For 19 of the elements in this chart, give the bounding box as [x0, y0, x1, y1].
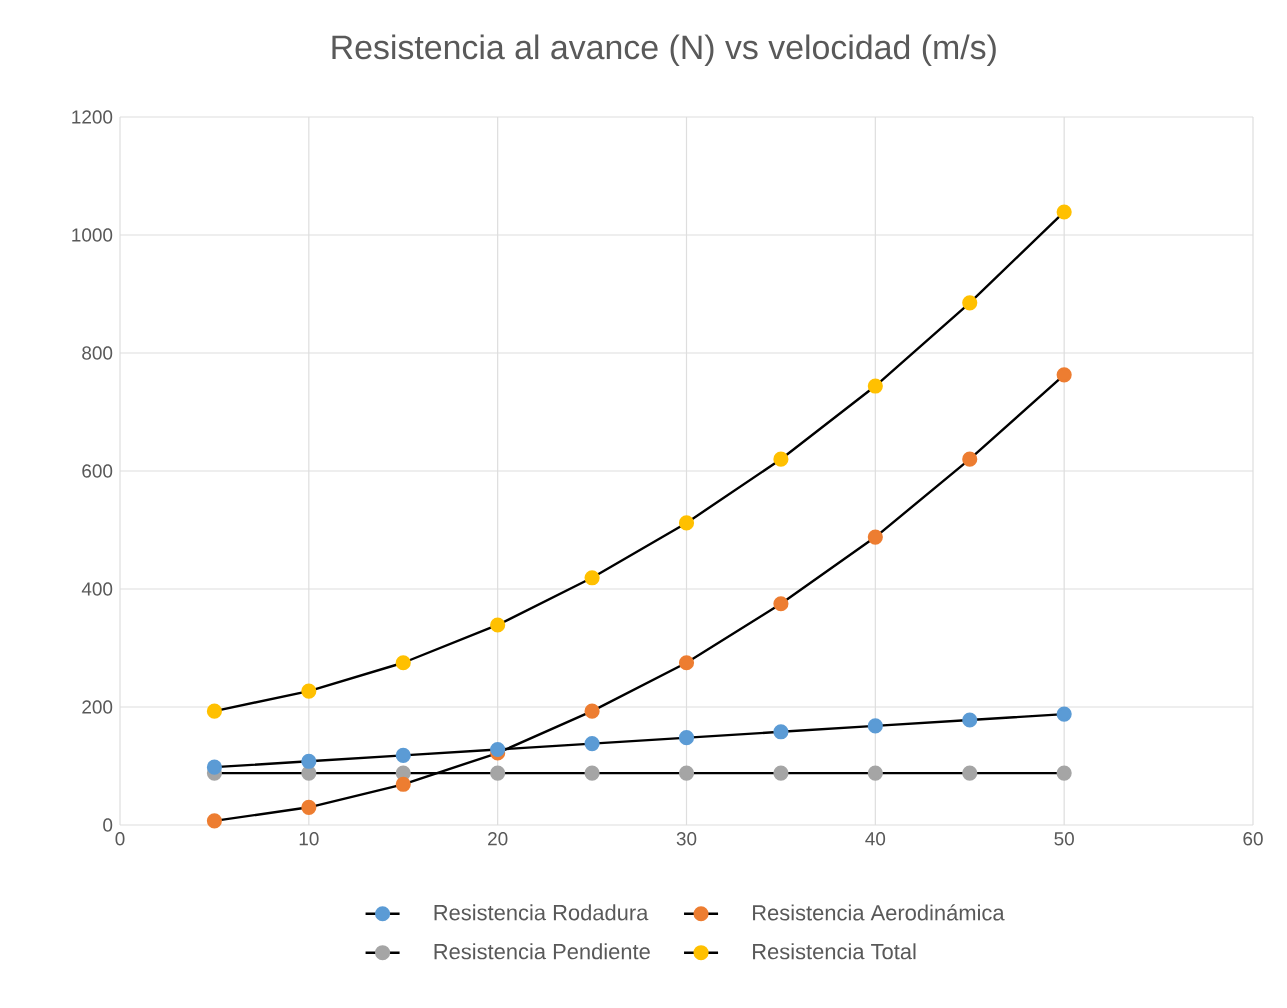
y-tick-label: 1000 — [72, 228, 113, 242]
legend-label: Resistencia Rodadura — [434, 904, 649, 921]
chart-title: Resistencia al avance (N) vs velocidad (m/s) — [332, 34, 996, 66]
legend-label: Resistencia Aerodinámica — [753, 904, 1005, 921]
x-tick-label: 40 — [865, 832, 886, 846]
y-tick-label: 600 — [82, 464, 113, 478]
y-tick-label: 0 — [103, 818, 113, 832]
x-tick-label: 50 — [1054, 832, 1074, 846]
y-tick-label: 200 — [82, 700, 113, 714]
x-tick-label: 60 — [1243, 832, 1263, 846]
x-tick-label: 10 — [299, 832, 319, 846]
y-tick-label: 1200 — [72, 110, 113, 124]
y-tick-label: 400 — [81, 582, 113, 596]
x-tick-label: 0 — [115, 832, 125, 846]
x-tick-label: 20 — [488, 832, 508, 846]
legend-label: Resistencia Total — [753, 943, 916, 960]
legend-label: Resistencia Pendiente — [434, 943, 650, 960]
x-tick-label: 30 — [676, 832, 697, 846]
y-tick-label: 800 — [82, 346, 113, 360]
